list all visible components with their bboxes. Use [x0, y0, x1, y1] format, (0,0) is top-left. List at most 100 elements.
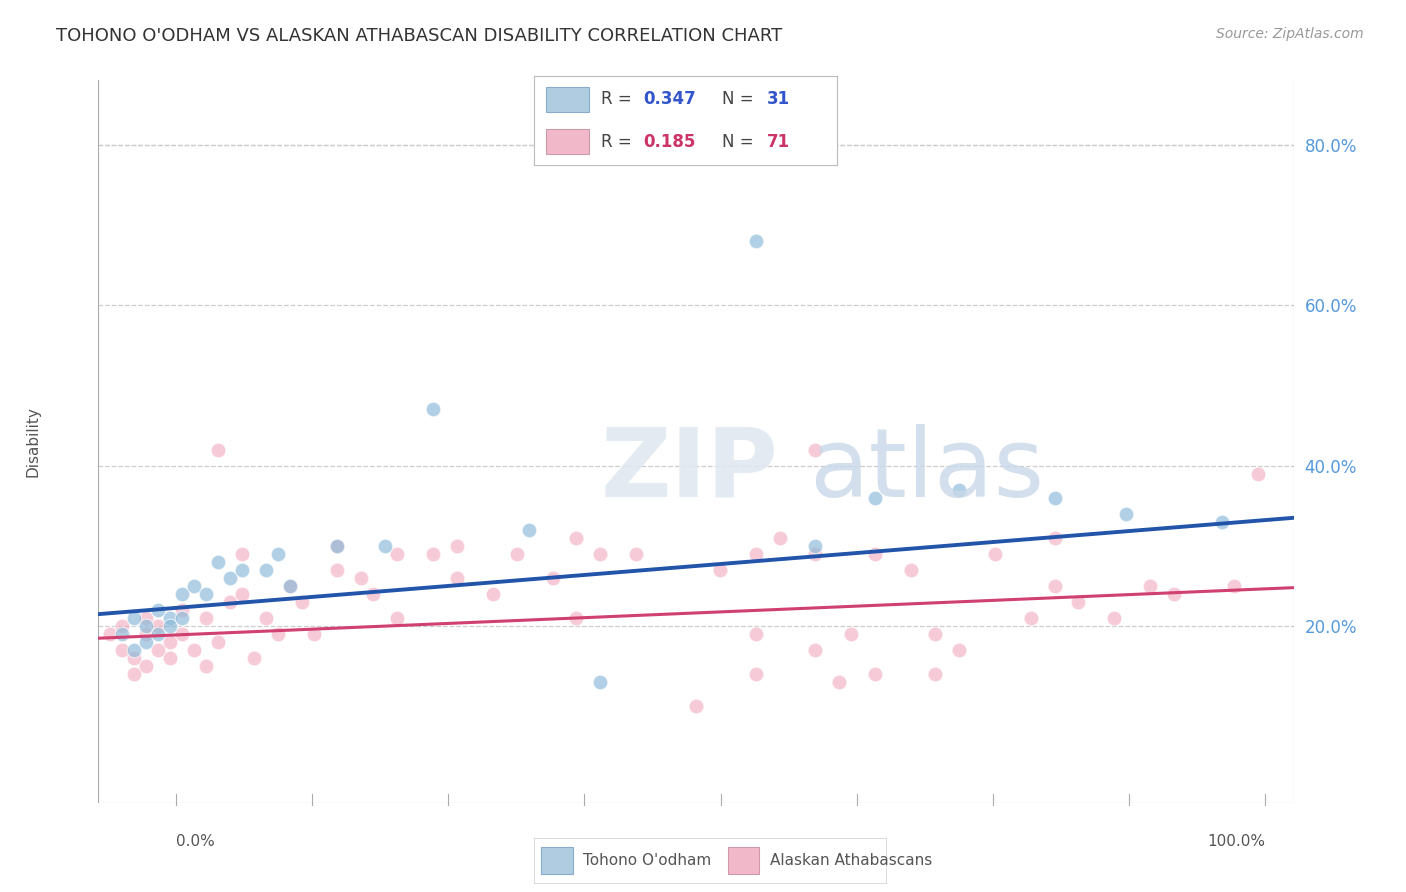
Point: [148, 603, 170, 617]
Point: [291, 595, 314, 609]
Point: [745, 667, 768, 681]
Point: [948, 643, 970, 657]
Point: [685, 699, 707, 714]
Point: [135, 619, 157, 633]
Text: N =: N =: [721, 89, 759, 108]
Bar: [547, 129, 589, 154]
Text: Source: ZipAtlas.com: Source: ZipAtlas.com: [1216, 27, 1364, 41]
Point: [924, 627, 946, 641]
Point: [231, 547, 253, 561]
Point: [195, 659, 218, 673]
Text: R =: R =: [600, 133, 637, 152]
Text: 0.185: 0.185: [643, 133, 696, 152]
Text: Tohono O'odham: Tohono O'odham: [583, 854, 711, 868]
Point: [745, 547, 768, 561]
Point: [804, 547, 827, 561]
Point: [1211, 515, 1233, 529]
Point: [326, 563, 349, 577]
Point: [865, 547, 887, 561]
Point: [541, 571, 564, 585]
Point: [984, 547, 1007, 561]
Point: [111, 619, 134, 633]
Point: [1115, 507, 1137, 521]
Point: [865, 491, 887, 505]
Point: [900, 563, 922, 577]
Text: 71: 71: [768, 133, 790, 152]
Point: [1104, 611, 1126, 625]
Bar: [547, 87, 589, 112]
Point: [948, 483, 970, 497]
Point: [709, 563, 731, 577]
Point: [374, 539, 396, 553]
Point: [481, 587, 505, 601]
Point: [363, 587, 385, 601]
Point: [589, 675, 612, 690]
Point: [924, 667, 946, 681]
Point: [111, 643, 134, 657]
Point: [254, 611, 277, 625]
Text: R =: R =: [600, 89, 637, 108]
Text: Alaskan Athabascans: Alaskan Athabascans: [770, 854, 932, 868]
Point: [1247, 467, 1270, 481]
Point: [172, 603, 194, 617]
Text: Disability: Disability: [25, 406, 41, 477]
Point: [183, 643, 205, 657]
Point: [148, 643, 170, 657]
Point: [135, 635, 157, 649]
Bar: [541, 847, 574, 874]
Point: [124, 611, 146, 625]
Point: [385, 547, 409, 561]
Point: [422, 547, 444, 561]
Point: [124, 651, 146, 665]
Point: [565, 531, 588, 545]
Point: [350, 571, 373, 585]
Point: [254, 563, 277, 577]
Point: [172, 611, 194, 625]
Point: [124, 643, 146, 657]
Point: [278, 579, 301, 593]
Point: [302, 627, 325, 641]
Point: [183, 579, 205, 593]
Point: [98, 627, 122, 641]
Point: [207, 635, 229, 649]
Point: [219, 571, 242, 585]
Point: [159, 611, 181, 625]
Point: [422, 402, 444, 417]
Point: [278, 579, 301, 593]
Point: [207, 442, 229, 457]
Text: ZIP: ZIP: [600, 424, 779, 517]
Point: [267, 547, 290, 561]
Point: [446, 571, 468, 585]
Point: [1223, 579, 1246, 593]
Text: N =: N =: [721, 133, 759, 152]
Point: [326, 539, 349, 553]
Point: [159, 619, 181, 633]
Point: [326, 539, 349, 553]
Point: [804, 442, 827, 457]
Point: [159, 651, 181, 665]
Point: [148, 619, 170, 633]
Point: [626, 547, 648, 561]
Text: TOHONO O'ODHAM VS ALASKAN ATHABASCAN DISABILITY CORRELATION CHART: TOHONO O'ODHAM VS ALASKAN ATHABASCAN DIS…: [56, 27, 783, 45]
Point: [231, 587, 253, 601]
Text: atlas: atlas: [810, 424, 1045, 517]
Point: [135, 627, 157, 641]
Text: 31: 31: [768, 89, 790, 108]
Point: [172, 627, 194, 641]
Point: [243, 651, 266, 665]
Point: [506, 547, 529, 561]
Point: [148, 627, 170, 641]
Point: [159, 635, 181, 649]
Point: [219, 595, 242, 609]
Point: [517, 523, 540, 537]
Point: [804, 643, 827, 657]
Point: [565, 611, 588, 625]
Point: [172, 587, 194, 601]
Point: [267, 627, 290, 641]
Point: [1043, 531, 1066, 545]
Point: [1163, 587, 1185, 601]
Point: [841, 627, 863, 641]
Point: [195, 587, 218, 601]
Point: [207, 555, 229, 569]
Point: [865, 667, 887, 681]
